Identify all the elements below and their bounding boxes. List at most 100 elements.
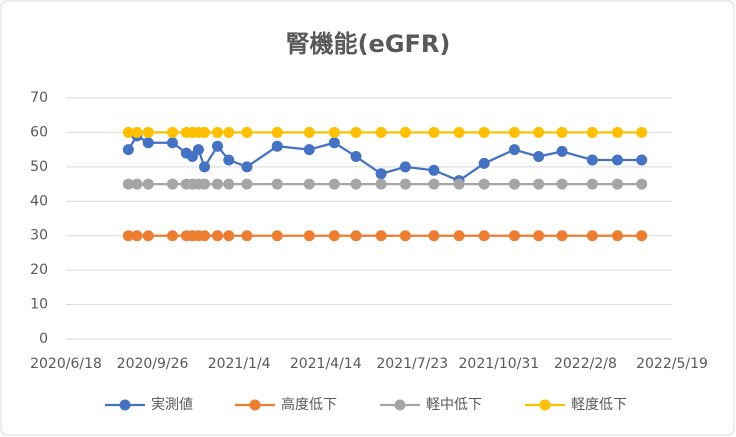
data-point [399,230,411,242]
data-point [453,126,465,138]
data-point [586,178,598,190]
data-point [223,178,235,190]
data-point [328,137,340,149]
x-tick-label: 2022/2/8 [554,356,617,372]
data-point [533,126,545,138]
data-point [241,126,253,138]
data-point [241,230,253,242]
x-tick-label: 2022/5/19 [636,356,708,372]
data-point [375,126,387,138]
data-point [142,137,154,149]
x-tick-label: 2020/6/18 [30,356,102,372]
data-point [142,126,154,138]
data-point [453,178,465,190]
data-point [199,126,211,138]
data-point [199,161,211,173]
data-point [453,230,465,242]
data-point [303,126,315,138]
data-point [350,178,362,190]
data-point [212,140,223,152]
legend-marker [249,399,261,411]
data-point [328,178,340,190]
x-tick-label: 2021/7/23 [376,356,448,372]
y-tick-label: 70 [30,90,48,106]
data-point [131,178,143,190]
data-point [508,144,520,156]
y-tick-label: 60 [30,124,48,140]
data-point [271,140,283,152]
legend-marker [394,399,406,411]
data-point [636,230,648,242]
legend-label: 軽度低下 [571,397,627,413]
data-point [223,126,235,138]
data-point [199,230,211,242]
y-tick-label: 20 [30,262,48,278]
data-point [350,230,362,242]
data-point [271,126,283,138]
x-tick-label: 2021/10/31 [459,356,540,372]
data-point [611,154,623,166]
data-point [131,126,143,138]
data-point [303,230,315,242]
data-point [428,230,440,242]
data-point [636,178,648,190]
legend-marker [539,399,551,411]
data-point [223,230,235,242]
data-point [166,137,178,149]
y-tick-label: 0 [39,331,48,347]
data-point [212,178,223,190]
chart-title: 腎機能(eGFR) [286,30,451,58]
data-point [142,230,154,242]
data-point [636,126,648,138]
y-tick-label: 10 [30,297,48,313]
data-point [223,154,235,166]
data-point [533,178,545,190]
data-point [586,154,598,166]
y-tick-label: 30 [30,228,48,244]
legend-marker [119,399,131,411]
data-point [428,164,440,176]
x-tick-label: 2020/9/26 [117,356,189,372]
data-point [533,151,545,163]
data-point [212,126,223,138]
data-point [586,126,598,138]
data-point [122,126,134,138]
data-point [241,161,253,173]
data-point [166,178,178,190]
data-point [508,230,520,242]
x-tick-label: 2021/1/4 [208,356,271,372]
data-point [131,230,143,242]
data-point [478,230,490,242]
data-point [399,161,411,173]
data-point [212,230,223,242]
data-point [399,126,411,138]
data-point [166,230,178,242]
data-point [122,230,134,242]
data-point [199,178,211,190]
data-point [533,230,545,242]
data-point [166,126,178,138]
data-point [122,178,134,190]
data-point [478,157,490,169]
data-point [478,178,490,190]
data-point [303,178,315,190]
y-tick-label: 40 [30,193,48,209]
y-tick-label: 50 [30,159,48,175]
data-point [399,178,411,190]
x-tick-label: 2021/4/14 [290,356,362,372]
data-point [611,230,623,242]
data-point [636,154,648,166]
legend-label: 高度低下 [281,396,337,413]
data-point [556,126,568,138]
data-point [611,126,623,138]
data-point [428,126,440,138]
data-point [508,126,520,138]
data-point [350,126,362,138]
data-point [586,230,598,242]
data-point [271,230,283,242]
data-point [122,144,134,156]
data-point [508,178,520,190]
data-point [192,144,204,156]
